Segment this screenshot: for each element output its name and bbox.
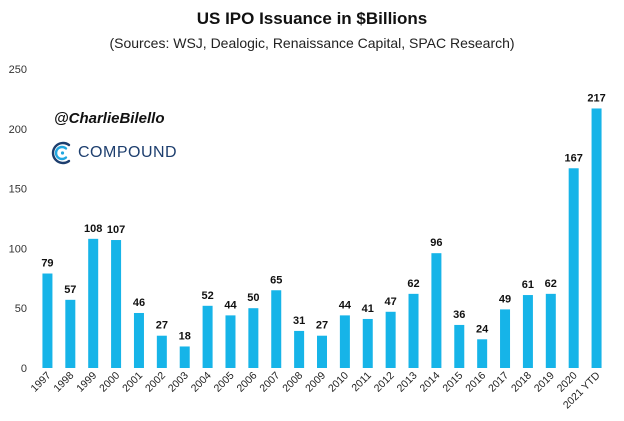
bar xyxy=(179,346,190,368)
data-label: 44 xyxy=(339,299,352,311)
x-tick-label: 2019 xyxy=(532,370,557,395)
x-tick-label: 1997 xyxy=(29,370,54,395)
y-axis: 0 50 100 150 200 250 xyxy=(9,64,27,375)
bar xyxy=(88,238,99,368)
x-tick-label: 2008 xyxy=(280,370,305,395)
bar xyxy=(385,311,396,368)
data-label: 50 xyxy=(247,292,259,304)
x-tick-label: 2006 xyxy=(234,370,259,395)
y-tick-label: 100 xyxy=(9,243,27,255)
data-label: 79 xyxy=(41,258,53,270)
data-label: 27 xyxy=(156,320,168,332)
bar xyxy=(225,315,236,368)
x-tick-label: 2018 xyxy=(509,370,534,395)
bar xyxy=(248,308,259,368)
data-label: 96 xyxy=(430,237,442,249)
brand-logo: COMPOUND xyxy=(50,140,177,166)
bar xyxy=(454,324,465,368)
x-tick-label: 2001 xyxy=(120,370,145,395)
bar xyxy=(522,295,533,368)
data-label: 62 xyxy=(545,278,557,290)
bar xyxy=(294,330,305,368)
y-tick-label: 200 xyxy=(9,124,27,136)
bar xyxy=(42,273,53,368)
chart-title: US IPO Issuance in $Billions xyxy=(196,9,428,28)
x-tick-label: 1998 xyxy=(51,370,76,395)
data-label: 27 xyxy=(316,320,328,332)
bar xyxy=(133,312,144,368)
y-tick-label: 250 xyxy=(9,64,27,76)
x-tick-label: 2009 xyxy=(303,370,328,395)
x-tick-label: 2015 xyxy=(440,370,465,395)
x-tick-label: 2017 xyxy=(486,370,511,395)
y-tick-label: 150 xyxy=(9,184,27,196)
data-label: 65 xyxy=(270,274,282,286)
x-axis: 1997199819992000200120022003200420052006… xyxy=(29,369,603,411)
compound-logo-icon xyxy=(51,141,71,165)
bar xyxy=(271,290,282,368)
x-tick-label: 2002 xyxy=(143,370,168,395)
data-label: 52 xyxy=(201,290,213,302)
x-tick-label: 2003 xyxy=(166,370,191,395)
bar xyxy=(431,253,442,368)
bar xyxy=(568,168,579,368)
bar xyxy=(65,299,76,368)
x-tick-label: 2004 xyxy=(189,370,214,395)
data-label: 31 xyxy=(293,315,305,327)
data-label: 36 xyxy=(453,309,465,321)
bar xyxy=(477,339,488,368)
x-tick-label: 2007 xyxy=(257,370,282,395)
data-label: 18 xyxy=(179,330,191,342)
x-tick-label: 2011 xyxy=(349,370,374,395)
bar xyxy=(362,318,373,368)
data-label: 47 xyxy=(385,296,397,308)
data-label: 108 xyxy=(84,223,102,235)
bar xyxy=(408,293,419,368)
bar xyxy=(591,108,602,368)
x-tick-label: 2013 xyxy=(395,370,420,395)
data-label: 57 xyxy=(64,284,76,296)
x-tick-label: 2010 xyxy=(326,370,351,395)
data-label: 44 xyxy=(224,299,237,311)
data-label: 107 xyxy=(107,224,125,236)
bar xyxy=(317,335,327,368)
x-tick-label: 2014 xyxy=(418,370,443,395)
bar xyxy=(339,315,350,368)
data-label: 24 xyxy=(476,323,489,335)
bar xyxy=(545,293,556,368)
data-label: 62 xyxy=(407,278,419,290)
author-handle: @CharlieBilello xyxy=(54,110,165,127)
data-label: 46 xyxy=(133,297,145,309)
bar xyxy=(500,309,511,368)
bar xyxy=(111,240,122,368)
x-tick-label: 2005 xyxy=(212,370,237,395)
brand-name: COMPOUND xyxy=(78,144,178,161)
y-tick-label: 0 xyxy=(21,363,27,375)
data-label: 61 xyxy=(522,279,534,291)
data-label: 217 xyxy=(587,92,605,104)
data-label: 49 xyxy=(499,293,511,305)
bar xyxy=(202,305,213,368)
x-tick-label: 2012 xyxy=(372,370,397,395)
data-label: 41 xyxy=(362,303,374,315)
x-tick-label: 2016 xyxy=(463,370,488,395)
y-tick-label: 50 xyxy=(15,303,27,315)
x-tick-label: 2000 xyxy=(97,370,122,395)
bars: 79 57 108 107 46 27 18 52 44 50 65 31 27 44 41 47 62 96 36… xyxy=(41,92,606,368)
bar xyxy=(156,335,167,368)
x-tick-label: 1999 xyxy=(74,370,99,395)
data-label: 167 xyxy=(565,152,583,164)
chart-subtitle: (Sources: WSJ, Dealogic, Renaissance Cap… xyxy=(109,35,515,51)
